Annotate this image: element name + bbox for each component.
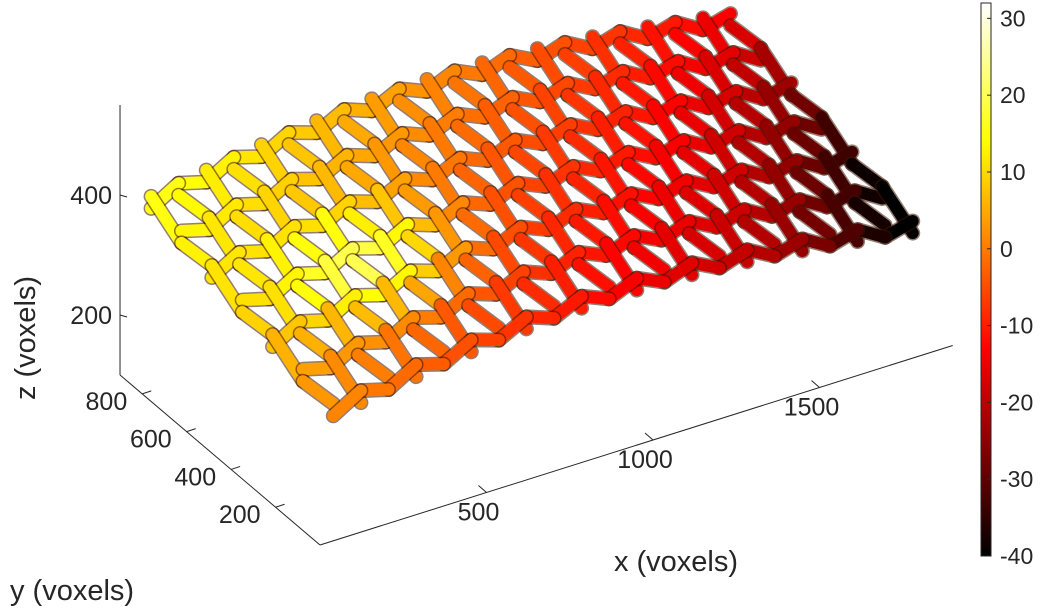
y-tick-label: 400 — [174, 463, 216, 491]
colorbar-ticks: 30 20 10 0 -10 -20 -30 -40 — [987, 5, 1033, 569]
x-axis-line — [319, 345, 953, 546]
y-tick-mark — [230, 465, 241, 470]
weft-strand-segment — [572, 258, 616, 293]
x-tick-mark — [478, 485, 487, 493]
colorbar-tick-label: -30 — [1000, 466, 1033, 492]
x-tick-label: 500 — [458, 499, 500, 527]
z-axis-label: z (voxels) — [10, 276, 42, 400]
weft-strand-segment — [352, 348, 395, 384]
weft-strand-segment — [683, 227, 726, 262]
weft-strand-segment — [462, 299, 505, 335]
z-tick-mark — [119, 194, 128, 198]
warp-strand-segment — [327, 384, 367, 422]
colorbar-tick-label: 30 — [1000, 5, 1026, 31]
warp-strand-segment — [296, 362, 337, 376]
y-tick-mark — [186, 428, 196, 433]
x-tick-label: 1000 — [617, 446, 673, 474]
y-tick-label: 600 — [130, 426, 172, 454]
weft-strand-segment — [738, 215, 781, 251]
colorbar-tick-label: -40 — [1000, 543, 1033, 569]
z-tick-label: 200 — [70, 302, 112, 330]
y-tick-label: 800 — [86, 388, 128, 416]
y-tick-mark — [142, 390, 152, 395]
weft-strand-segment — [407, 323, 450, 359]
x-tick-label: 1500 — [784, 394, 840, 422]
warp-strand-segment — [175, 223, 216, 237]
colorbar-tick-label: -20 — [1000, 389, 1033, 415]
colorbar-tick-label: 0 — [1000, 236, 1013, 262]
colorbar-tick-label: 10 — [1000, 159, 1026, 185]
colorbar: 30 20 10 0 -10 -20 -30 -40 — [980, 2, 1033, 569]
colorbar-tick-label: -10 — [1000, 313, 1033, 339]
x-tick-mark — [811, 380, 820, 388]
x-tick-mark — [644, 432, 654, 441]
colorbar-tick-label: 20 — [1000, 82, 1026, 108]
x-axis-label: x (voxels) — [614, 546, 738, 578]
y-tick-label: 200 — [219, 501, 261, 529]
weft-strand-segment — [296, 375, 340, 410]
y-axis-label: y (voxels) — [10, 575, 134, 607]
y-axis-line — [119, 374, 321, 546]
weft-strand-segment — [517, 277, 561, 313]
weft-strand-segment — [793, 205, 836, 241]
warp-strand-segment — [236, 292, 276, 307]
axis-lines — [119, 104, 953, 546]
colorbar-gradient — [980, 2, 992, 557]
lattice-strands — [143, 6, 921, 424]
weft-strand-segment — [628, 241, 671, 277]
weft-strand-segment — [848, 196, 892, 232]
z-tick-label: 400 — [70, 182, 112, 210]
y-tick-mark — [275, 503, 285, 508]
z-tick-mark — [119, 314, 128, 318]
